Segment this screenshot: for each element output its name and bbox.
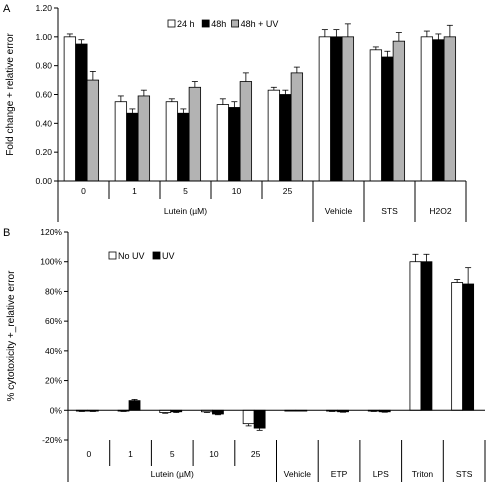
bar [63,36,77,182]
legend-swatch [201,19,210,28]
bar [188,86,202,182]
category-label: 5 [170,449,175,459]
bar [290,72,304,182]
legend-swatch [231,19,240,28]
bar [318,36,332,182]
bar [242,409,255,425]
bar [420,36,434,182]
bar [86,79,100,182]
bar [177,112,190,182]
category-label: 25 [283,186,293,196]
legend-swatch [108,251,117,260]
bar [228,107,241,182]
y-tick-label: 0.80 [35,61,52,71]
group-label: Lutein (µM) [151,469,194,479]
bar [267,89,281,182]
category-label: Triton [412,469,434,479]
bar [114,101,128,182]
bar [253,409,266,429]
panel-label-a: A [3,3,11,15]
bar [75,43,88,182]
category-label: 1 [132,186,137,196]
y-tick-label: 60% [45,316,62,326]
legend-label: 24 h [177,19,195,29]
category-label: ETP [331,469,348,479]
y-tick-label: 0.60 [35,90,52,100]
group-label: Lutein (µM) [164,206,207,216]
bar [392,40,406,182]
category-label: 10 [232,186,242,196]
category-label: STS [456,469,473,479]
category-label: Vehicle [284,469,312,479]
y-tick-label: 0.40 [35,118,52,128]
bar [165,101,179,182]
bar [330,36,343,182]
category-label: H2O2 [429,206,451,216]
category-label: 0 [81,186,86,196]
bar [216,104,230,182]
y-tick-label: 0.20 [35,147,52,157]
y-tick-label: -20% [42,435,62,445]
chart-b: -20% 0% 20% 40% 60% 80% 100% 120% % cytotoxicity… [6,227,486,482]
bar [128,400,141,411]
legend-swatch [167,19,176,28]
legend-label: 48h + UV [241,19,279,29]
y-tick-label: 1.00 [35,32,52,42]
bar [420,261,433,411]
category-label: Vehicle [325,206,353,216]
bar [239,81,253,182]
bar [279,94,292,182]
bar [341,36,355,182]
legend-label: 48h [211,19,226,29]
chart-a: 0.00 0.20 0.40 0.60 0.80 1.00 1.20 Fold change … [5,3,467,222]
y-axis-label: Fold change + relative error [5,33,16,156]
category-label: LPS [373,469,389,479]
category-label: 1 [128,449,133,459]
category-label: 10 [209,449,219,459]
bar [432,39,445,182]
y-tick-label: 80% [45,286,62,296]
bar [462,283,475,411]
legend-label: No UV [118,251,145,261]
y-tick-label: 20% [45,376,62,386]
category-label: 25 [251,449,261,459]
bar [137,95,151,182]
y-tick-label: 120% [40,227,62,237]
y-tick-label: 0% [50,405,63,415]
category-label: 0 [86,449,91,459]
y-tick-label: 0.00 [35,176,52,186]
bar [409,261,422,411]
bar [212,409,224,415]
y-tick-label: 100% [40,257,62,267]
legend-swatch [152,251,161,260]
y-tick-label: 1.20 [35,3,52,13]
bar [381,56,394,182]
y-axis-label: % cytotoxicity +_relative error [6,270,17,402]
y-tick-label: 40% [45,346,62,356]
bar [369,49,383,182]
bar [126,112,139,182]
legend-label: UV [162,251,175,261]
category-label: 5 [183,186,188,196]
category-label: STS [381,206,398,216]
bar [451,282,464,411]
bar [443,36,457,182]
panel-label-b: B [3,227,10,239]
